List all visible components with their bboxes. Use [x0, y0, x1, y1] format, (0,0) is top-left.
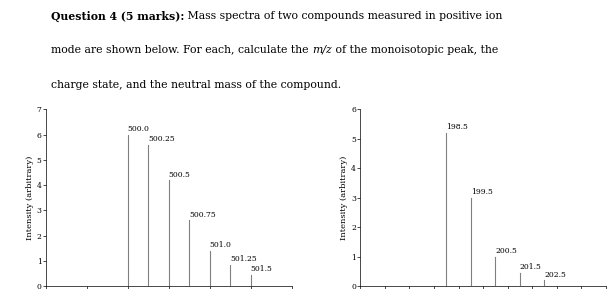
Text: mode are shown below. For each, calculate the: mode are shown below. For each, calculat…	[51, 45, 313, 55]
Text: 202.5: 202.5	[545, 271, 566, 279]
Text: 199.5: 199.5	[471, 188, 493, 196]
Text: 198.5: 198.5	[446, 123, 468, 131]
Text: m/z: m/z	[312, 45, 332, 55]
Text: 501.25: 501.25	[230, 255, 257, 263]
Text: of the monoisotopic peak, the: of the monoisotopic peak, the	[332, 45, 498, 55]
Text: Question 4 (5 marks):: Question 4 (5 marks):	[51, 11, 185, 22]
Text: 500.5: 500.5	[169, 171, 190, 179]
Y-axis label: Intensity (arbitrary): Intensity (arbitrary)	[340, 155, 348, 240]
Text: 500.75: 500.75	[189, 211, 216, 219]
Text: 501.5: 501.5	[250, 266, 272, 273]
Text: 200.5: 200.5	[495, 247, 517, 255]
Text: 201.5: 201.5	[520, 263, 542, 271]
Y-axis label: Intensity (arbitrary): Intensity (arbitrary)	[26, 155, 34, 240]
Text: 500.0: 500.0	[128, 125, 150, 133]
Text: 501.0: 501.0	[210, 242, 231, 249]
Text: charge state, and the neutral mass of the compound.: charge state, and the neutral mass of th…	[51, 80, 341, 90]
Text: Mass spectra of two compounds measured in positive ion: Mass spectra of two compounds measured i…	[184, 11, 502, 21]
Text: 500.25: 500.25	[148, 135, 175, 143]
